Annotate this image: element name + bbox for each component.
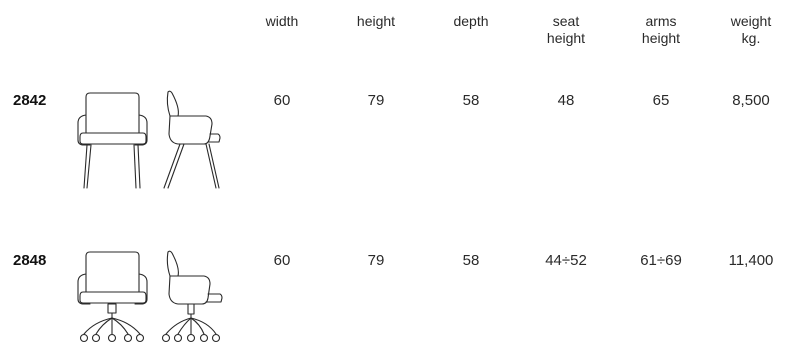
- row-2842-width: 60: [273, 92, 291, 109]
- column-header-seat-height-line1: seat: [552, 13, 580, 29]
- column-header-height-line1: height: [356, 13, 396, 29]
- column-header-depth-line1: depth: [453, 13, 489, 29]
- row-2848-width: 60: [273, 252, 291, 269]
- row-2842-height: 79: [367, 92, 385, 109]
- row-2848-height: 79: [367, 252, 385, 269]
- row-2842-depth: 58: [462, 92, 480, 109]
- row-2842-weight: 8,500: [732, 92, 770, 109]
- column-header-weight-line1: weight: [730, 13, 772, 29]
- row-2848-weight: 11,400: [728, 252, 774, 269]
- column-header-seat-height-line2: height: [546, 30, 586, 46]
- column-header-seat-height: seat height: [526, 13, 606, 47]
- row-2848-seat-height: 44÷52: [545, 252, 587, 269]
- armchair-side-view-icon: [163, 90, 221, 189]
- column-header-arms-height: arms height: [621, 13, 701, 47]
- row-2848-arms-height: 61÷69: [640, 252, 682, 269]
- column-header-arms-height-line1: arms: [645, 13, 677, 29]
- product-code-2842: 2842: [13, 92, 47, 109]
- swivel-armchair-front-view-icon: [77, 251, 148, 343]
- row-2842-arms-height: 65: [652, 92, 670, 109]
- column-header-height: height: [336, 13, 416, 30]
- row-2842-seat-height: 48: [557, 92, 575, 109]
- armchair-front-view-icon: [77, 92, 148, 189]
- row-2848-depth: 58: [462, 252, 480, 269]
- column-header-arms-height-line2: height: [641, 30, 681, 46]
- product-code-2848: 2848: [13, 252, 47, 269]
- column-header-width: width: [242, 13, 322, 30]
- column-header-depth: depth: [431, 13, 511, 30]
- column-header-weight-line2: kg.: [741, 30, 761, 46]
- column-header-weight: weight kg.: [711, 13, 791, 47]
- swivel-armchair-side-view-icon: [161, 250, 223, 343]
- column-header-width-line1: width: [265, 13, 299, 29]
